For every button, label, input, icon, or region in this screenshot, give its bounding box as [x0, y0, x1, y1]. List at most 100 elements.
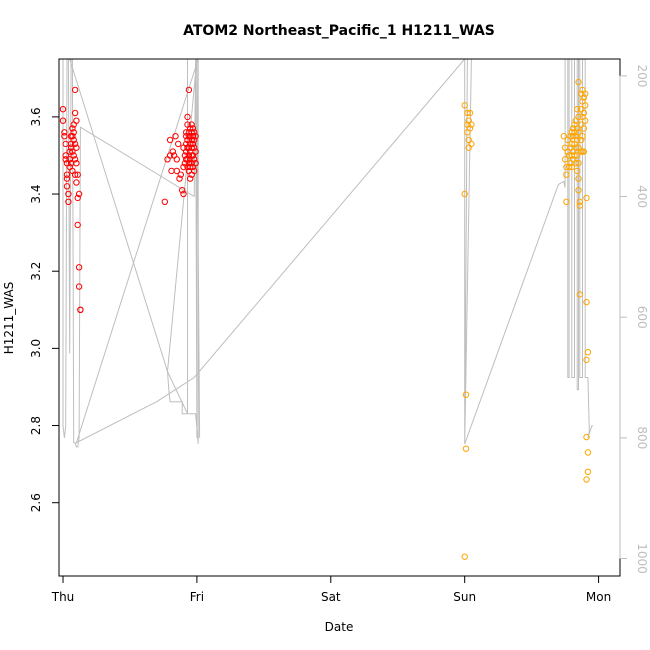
data-point-series-1	[61, 129, 68, 136]
data-point-series-2	[468, 121, 475, 128]
data-point-series-1	[185, 160, 193, 167]
data-point-series-1	[75, 264, 83, 271]
y-tick-label: 2.8	[29, 416, 43, 435]
data-point-series-2	[461, 553, 468, 560]
plot-frame	[58, 58, 621, 577]
y-tick-label: 3.4	[29, 184, 43, 203]
data-point-series-1	[168, 167, 175, 175]
data-point-series-1	[74, 221, 81, 229]
data-point-series-2	[568, 163, 575, 171]
data-point-series-1	[59, 106, 67, 113]
data-point-series-1	[189, 140, 197, 148]
data-point-series-2	[575, 113, 582, 121]
data-point-series-1	[63, 171, 71, 178]
altitude-line	[62, 59, 594, 448]
data-point-series-1	[187, 140, 194, 148]
data-point-series-2	[468, 140, 475, 148]
data-point-series-2	[461, 102, 468, 109]
data-point-series-1	[77, 306, 84, 313]
data-point-series-2	[569, 125, 577, 132]
y2-tick-label: 400	[635, 185, 649, 208]
data-point-series-2	[584, 449, 592, 456]
data-point-series-2	[582, 102, 589, 109]
data-point-series-1	[184, 113, 191, 121]
data-point-series-1	[191, 129, 198, 136]
data-point-series-2	[464, 129, 471, 136]
data-point-series-1	[70, 136, 77, 144]
data-point-series-2	[572, 144, 579, 151]
data-point-series-2	[464, 109, 471, 117]
data-point-series-1	[65, 198, 72, 206]
data-point-series-2	[582, 117, 589, 124]
data-point-series-1	[70, 152, 77, 159]
data-point-series-1	[71, 86, 79, 94]
data-point-series-2	[466, 109, 474, 117]
data-point-series-1	[71, 171, 79, 178]
data-point-series-1	[75, 283, 83, 290]
data-point-series-1	[188, 121, 195, 128]
data-point-series-2	[461, 190, 468, 198]
data-point-series-1	[189, 133, 197, 140]
data-point-series-1	[192, 133, 199, 140]
data-point-series-2	[563, 198, 570, 206]
y-tick-label: 2.6	[29, 493, 43, 512]
data-point-series-1	[70, 129, 77, 136]
data-point-series-1	[187, 125, 194, 132]
data-point-series-1	[173, 167, 181, 175]
data-point-series-2	[584, 468, 592, 475]
data-point-series-1	[61, 133, 68, 140]
data-point-series-2	[571, 152, 578, 159]
data-point-series-2	[565, 163, 573, 171]
data-point-series-2	[574, 167, 581, 175]
data-point-series-2	[576, 198, 583, 206]
data-point-series-1	[169, 148, 177, 155]
data-point-series-1	[161, 198, 169, 206]
data-point-series-2	[575, 129, 582, 136]
data-point-series-1	[173, 156, 181, 163]
y2-tick-label: 600	[635, 306, 649, 329]
y2-tick-label: 800	[635, 426, 649, 449]
data-point-series-2	[574, 152, 581, 159]
y2-tick-label: 1000	[635, 543, 649, 574]
data-point-series-1	[179, 187, 186, 194]
data-point-series-1	[73, 144, 80, 151]
data-point-series-2	[462, 391, 470, 398]
y-tick-label: 3.0	[29, 339, 43, 358]
data-point-series-1	[176, 175, 183, 182]
data-point-series-1	[65, 190, 72, 198]
data-point-series-2	[580, 94, 587, 101]
data-point-series-1	[62, 156, 69, 163]
axes-layer: Thu Fri Sat Sun Mon 2.6 2.8 3.0 3.2 3.4 3.6 200 400 6…	[29, 64, 649, 604]
data-point-series-2	[574, 125, 581, 132]
data-point-series-2	[574, 106, 581, 113]
data-point-series-2	[580, 148, 587, 155]
chart-title: ATOM2 Northeast_Pacific_1 H1211_WAS	[183, 23, 495, 39]
data-point-series-2	[576, 291, 583, 298]
data-point-series-2	[466, 125, 474, 132]
data-point-series-1	[73, 117, 80, 124]
data-point-series-2	[583, 476, 590, 483]
data-point-series-2	[583, 433, 590, 441]
y-axis-label: H1211_WAS	[2, 282, 16, 355]
data-point-series-1	[185, 152, 193, 159]
data-point-series-2	[569, 133, 577, 140]
data-point-series-1	[75, 190, 83, 198]
data-point-series-2	[563, 171, 570, 178]
data-point-series-1	[189, 125, 197, 132]
data-point-series-1	[191, 156, 198, 163]
data-point-series-1	[66, 148, 73, 155]
data-point-series-1	[74, 194, 81, 202]
data-point-series-2	[575, 78, 582, 86]
data-point-series-1	[62, 140, 69, 148]
data-point-series-1	[184, 156, 191, 163]
data-point-series-1	[73, 160, 80, 167]
data-point-series-2	[560, 133, 567, 140]
data-point-series-1	[71, 140, 79, 148]
data-point-series-1	[185, 86, 193, 94]
data-point-series-1	[63, 183, 71, 190]
data-point-series-1	[59, 117, 67, 124]
y2-tick-label: 200	[635, 64, 649, 87]
data-point-series-2	[579, 133, 586, 140]
data-point-series-1	[188, 144, 195, 151]
data-point-series-2	[578, 136, 585, 144]
